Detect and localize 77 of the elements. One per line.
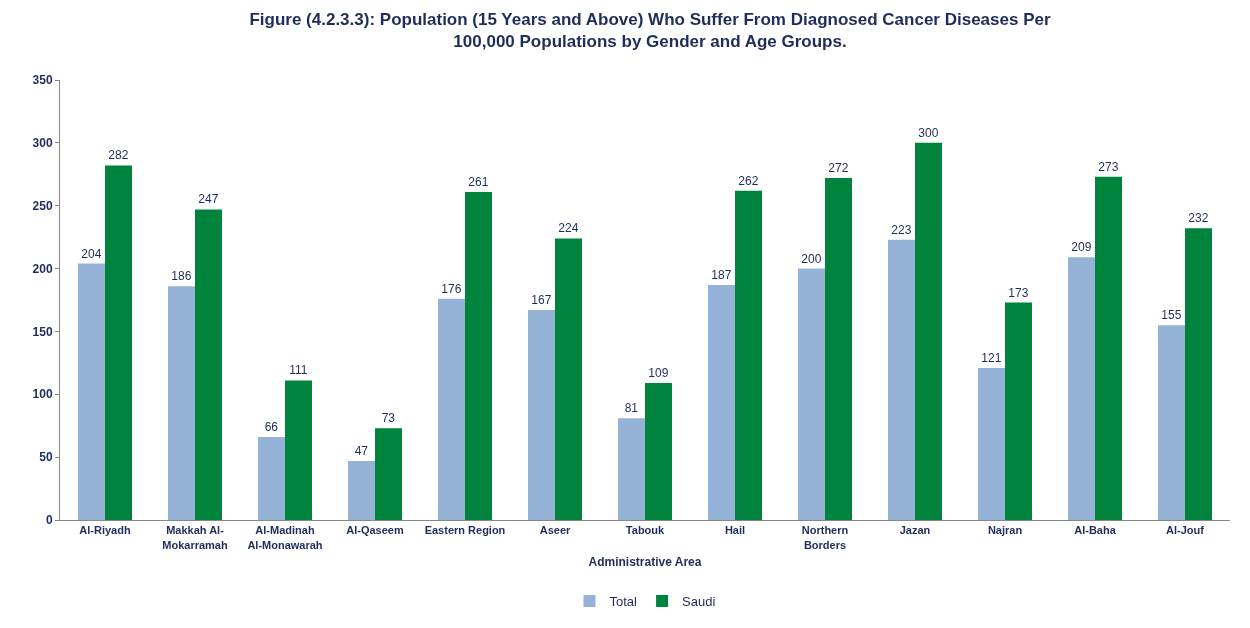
data-label: 47 bbox=[354, 443, 369, 458]
data-label: 204 bbox=[81, 246, 102, 261]
data-label: 167 bbox=[531, 293, 552, 308]
bar bbox=[375, 428, 402, 520]
y-tick-label: 300 bbox=[32, 136, 53, 151]
y-tick-label: 0 bbox=[45, 513, 53, 528]
bar bbox=[978, 367, 1005, 520]
data-label: 66 bbox=[264, 420, 279, 435]
x-tick-label: Jazan bbox=[899, 524, 931, 537]
bar bbox=[798, 268, 825, 520]
data-label: 176 bbox=[441, 281, 462, 296]
bar bbox=[195, 209, 222, 520]
x-tick-label: Eastern Region bbox=[424, 524, 506, 537]
bar bbox=[348, 460, 375, 520]
bar bbox=[285, 380, 312, 520]
x-tick-label: Al-Baha bbox=[1074, 524, 1117, 537]
bar bbox=[528, 310, 555, 520]
data-label: 200 bbox=[801, 251, 822, 266]
bar bbox=[78, 263, 105, 520]
bar bbox=[915, 142, 942, 520]
bar bbox=[438, 298, 465, 520]
bar bbox=[258, 437, 285, 520]
data-label: 73 bbox=[381, 411, 396, 426]
bar bbox=[555, 238, 582, 520]
bar bbox=[1068, 257, 1095, 520]
data-label: 121 bbox=[981, 350, 1002, 365]
x-tick-label: Al-Qaseem bbox=[346, 524, 404, 537]
y-tick-label: 350 bbox=[32, 73, 53, 88]
bar bbox=[1005, 302, 1032, 520]
y-tick-label: 250 bbox=[32, 198, 53, 213]
x-tick-label: Al-Riyadh bbox=[79, 524, 131, 537]
data-label: 223 bbox=[891, 222, 912, 237]
x-tick-label: Tabouk bbox=[625, 524, 666, 537]
data-label: 261 bbox=[468, 174, 489, 189]
x-tick-label: Al-Jouf bbox=[1166, 524, 1205, 537]
bar bbox=[825, 178, 852, 520]
x-tick-label: Makkah Al-Mokarramah bbox=[162, 524, 228, 551]
bar bbox=[465, 191, 492, 520]
x-tick-label: Najran bbox=[987, 524, 1023, 537]
bar bbox=[105, 165, 132, 520]
bar bbox=[888, 239, 915, 520]
data-label: 111 bbox=[289, 363, 308, 378]
data-label: 273 bbox=[1098, 159, 1119, 174]
x-tick-label: Al-Madinah Al-Monawarah bbox=[247, 524, 323, 551]
x-axis-title: Administrative Area bbox=[588, 555, 702, 570]
data-label: 109 bbox=[648, 365, 669, 380]
data-label: 224 bbox=[558, 221, 579, 236]
x-tick-label: Northern Borders bbox=[801, 524, 849, 551]
bar bbox=[1095, 176, 1122, 520]
data-label: 300 bbox=[918, 125, 939, 140]
data-label: 173 bbox=[1008, 285, 1029, 300]
legend-label: Saudi bbox=[682, 594, 716, 610]
bar bbox=[1158, 325, 1185, 520]
y-tick-label: 200 bbox=[32, 261, 53, 276]
data-label: 209 bbox=[1071, 240, 1092, 255]
y-tick-label: 100 bbox=[32, 387, 53, 402]
data-label: 81 bbox=[624, 401, 639, 416]
bar bbox=[618, 418, 645, 520]
bar bbox=[645, 382, 672, 520]
chart-title: Figure (4.2.3.3): Population (15 Years and Above) Who Suffer From Diagnosed Cancer Diseases Per 100,000 Populations by Gender and Age Groups. bbox=[249, 10, 1051, 52]
bar bbox=[1185, 228, 1212, 520]
x-tick-label: Hail bbox=[724, 524, 746, 537]
bar bbox=[168, 286, 195, 520]
data-label: 187 bbox=[711, 267, 732, 282]
data-label: 262 bbox=[738, 173, 759, 188]
data-label: 282 bbox=[108, 148, 129, 163]
legend-label: Total bbox=[609, 594, 638, 610]
bar bbox=[735, 190, 762, 520]
data-label: 247 bbox=[198, 192, 219, 207]
data-label: 155 bbox=[1161, 308, 1182, 323]
x-tick-label: Aseer bbox=[539, 524, 572, 537]
y-tick-label: 150 bbox=[32, 324, 53, 339]
data-label: 186 bbox=[171, 269, 192, 284]
data-label: 272 bbox=[828, 161, 849, 176]
y-tick-label: 50 bbox=[39, 450, 53, 465]
data-label: 232 bbox=[1188, 211, 1209, 226]
bar bbox=[708, 284, 735, 520]
